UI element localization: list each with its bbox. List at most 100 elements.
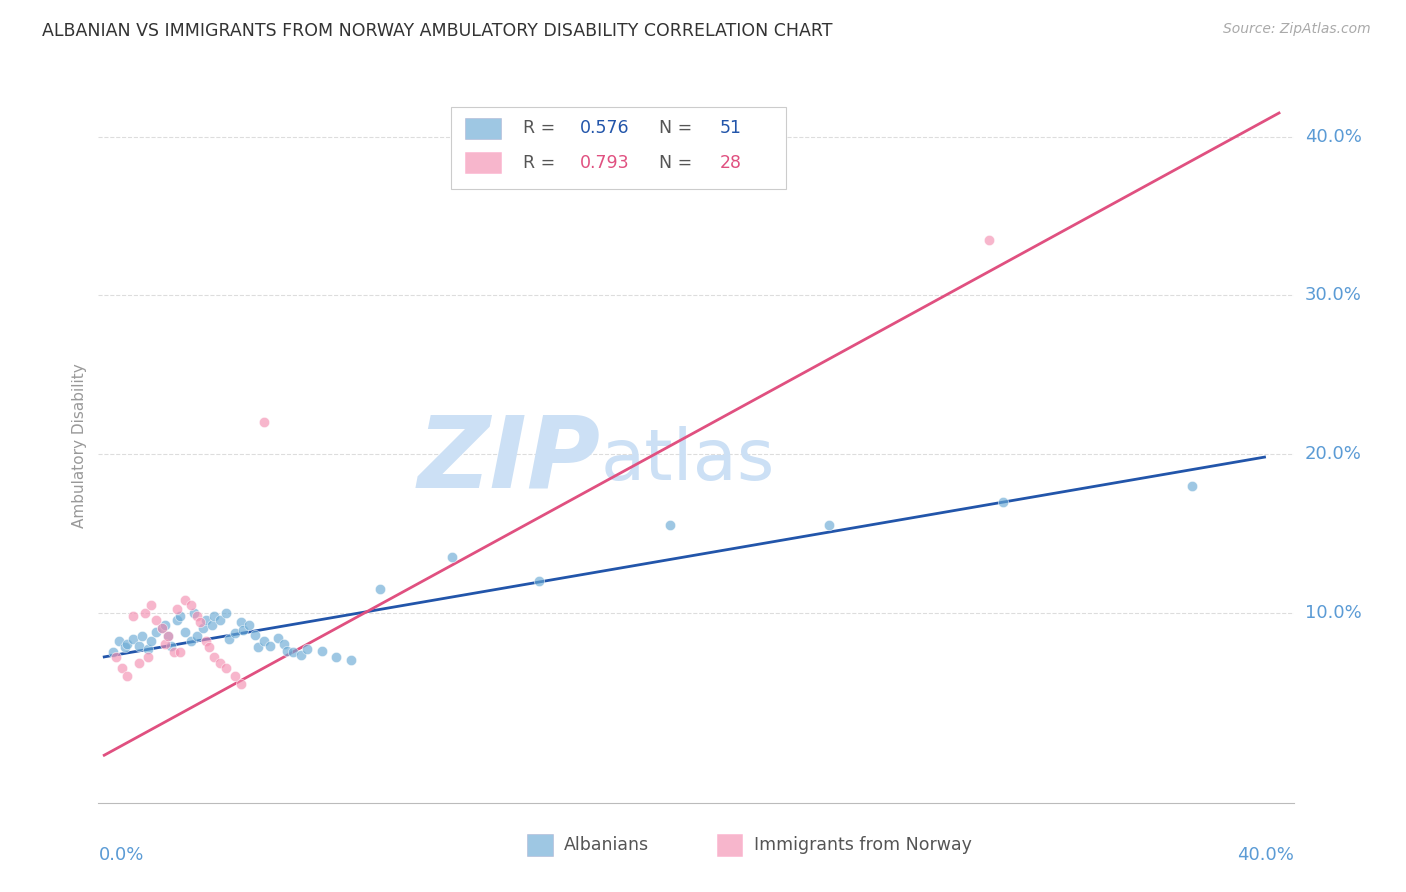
Point: [215, 661, 238, 675]
Point: [194, 614, 217, 628]
Point: [200, 618, 222, 632]
Text: 28: 28: [720, 153, 742, 171]
Point: [139, 634, 162, 648]
Text: 40.0%: 40.0%: [1237, 846, 1294, 863]
Point: [169, 645, 191, 659]
Point: [204, 608, 226, 623]
Point: [267, 631, 290, 645]
Text: R =: R =: [523, 120, 561, 137]
Point: [246, 640, 269, 655]
Text: 0.0%: 0.0%: [98, 846, 143, 863]
Point: [253, 634, 276, 648]
Point: [122, 608, 145, 623]
Point: [209, 614, 232, 628]
Point: [290, 648, 312, 663]
Point: [993, 494, 1015, 508]
Point: [145, 624, 167, 639]
Point: [273, 637, 295, 651]
Point: [229, 615, 252, 629]
Text: 0.576: 0.576: [581, 120, 630, 137]
Point: [180, 634, 202, 648]
Text: N =: N =: [648, 120, 697, 137]
Text: Immigrants from Norway: Immigrants from Norway: [754, 836, 972, 855]
Text: N =: N =: [648, 153, 697, 171]
Text: 30.0%: 30.0%: [1305, 286, 1361, 304]
Point: [281, 645, 304, 659]
Point: [325, 649, 347, 664]
Point: [1181, 478, 1204, 492]
FancyBboxPatch shape: [465, 118, 501, 139]
Point: [122, 632, 145, 647]
Text: atlas: atlas: [600, 425, 775, 495]
Point: [977, 233, 1000, 247]
Point: [136, 642, 159, 657]
Point: [153, 618, 176, 632]
Point: [186, 629, 208, 643]
Point: [658, 518, 681, 533]
Point: [150, 621, 173, 635]
FancyBboxPatch shape: [465, 152, 501, 173]
Text: ALBANIAN VS IMMIGRANTS FROM NORWAY AMBULATORY DISABILITY CORRELATION CHART: ALBANIAN VS IMMIGRANTS FROM NORWAY AMBUL…: [42, 22, 832, 40]
Point: [238, 618, 260, 632]
Text: R =: R =: [523, 153, 561, 171]
Point: [163, 645, 186, 659]
Text: 0.793: 0.793: [581, 153, 630, 171]
Point: [169, 608, 191, 623]
Text: Source: ZipAtlas.com: Source: ZipAtlas.com: [1223, 22, 1371, 37]
Point: [259, 639, 281, 653]
Point: [441, 549, 464, 564]
Point: [104, 649, 127, 664]
Point: [117, 637, 139, 651]
Point: [232, 623, 254, 637]
FancyBboxPatch shape: [451, 107, 786, 189]
Point: [101, 645, 124, 659]
Text: ZIP: ZIP: [418, 412, 600, 508]
Point: [209, 657, 232, 671]
Point: [311, 643, 333, 657]
Point: [339, 653, 361, 667]
Point: [139, 598, 162, 612]
Text: 51: 51: [720, 120, 742, 137]
Text: 10.0%: 10.0%: [1305, 604, 1361, 622]
Point: [174, 624, 197, 639]
Text: Albanians: Albanians: [564, 836, 650, 855]
Point: [174, 592, 197, 607]
Point: [107, 634, 129, 648]
Point: [166, 614, 188, 628]
Point: [180, 598, 202, 612]
Point: [276, 643, 298, 657]
Text: 20.0%: 20.0%: [1305, 445, 1361, 463]
Point: [134, 606, 156, 620]
Point: [186, 608, 208, 623]
Point: [191, 621, 214, 635]
Point: [160, 639, 183, 653]
Point: [204, 649, 226, 664]
Point: [111, 661, 134, 675]
Point: [166, 602, 188, 616]
Point: [194, 634, 217, 648]
Point: [150, 621, 173, 635]
Point: [229, 677, 252, 691]
Point: [253, 415, 276, 429]
Point: [224, 669, 246, 683]
Point: [224, 626, 246, 640]
Point: [529, 574, 551, 588]
Point: [197, 640, 219, 655]
Point: [128, 657, 150, 671]
Point: [145, 614, 167, 628]
Point: [818, 518, 841, 533]
Y-axis label: Ambulatory Disability: Ambulatory Disability: [72, 364, 87, 528]
Text: 40.0%: 40.0%: [1305, 128, 1361, 145]
Point: [153, 637, 176, 651]
Point: [114, 640, 136, 655]
Point: [128, 639, 150, 653]
Point: [157, 629, 180, 643]
Point: [215, 606, 238, 620]
Point: [368, 582, 391, 596]
Point: [243, 628, 266, 642]
Point: [297, 642, 319, 657]
Point: [131, 629, 153, 643]
Point: [188, 615, 211, 629]
Point: [183, 606, 205, 620]
Point: [136, 649, 159, 664]
